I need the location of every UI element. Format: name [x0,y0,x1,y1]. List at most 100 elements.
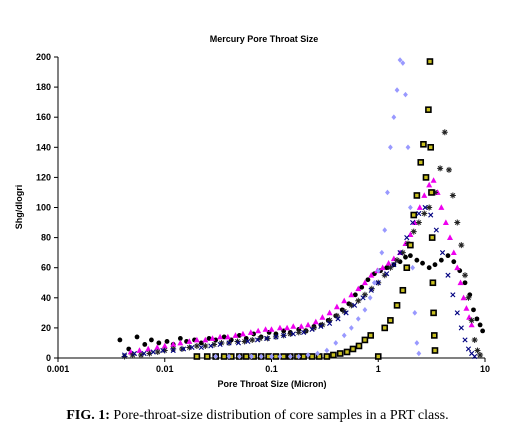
square-data-point [428,234,436,241]
x-data-point [397,250,403,256]
triangle-data-point [457,279,464,286]
triangle-data-point [355,285,362,292]
diamond-data-point [407,204,413,211]
circle-data-point [134,334,140,340]
circle-data-point [126,346,132,352]
x-data-point [335,316,341,322]
x-data-point [351,302,358,308]
square-data-point [374,353,382,360]
star-data-point [146,350,153,357]
square-data-point [425,106,432,113]
square-data-point [349,345,357,353]
circle-data-point [471,307,476,313]
x-data-point [343,310,349,316]
x-data-point [410,219,416,226]
diamond-data-point [277,353,283,360]
diamond-data-point [315,350,320,357]
triangle-data-point [247,329,254,335]
triangle-data-point [466,314,473,320]
triangle-data-point [319,314,326,320]
circle-data-point [462,280,468,286]
diamond-data-point [287,353,293,360]
star-data-point [477,351,484,358]
x-data-point [141,350,147,357]
triangle-data-point [450,249,457,256]
x-data-point [439,250,446,256]
diamond-data-point [324,347,330,354]
x-data-point [121,352,128,358]
triangle-data-point [209,335,216,341]
square-data-point [220,353,228,360]
square-data-point [426,58,434,65]
star-data-point [462,272,469,279]
star-data-point [186,344,193,351]
triangle-data-point [430,177,437,183]
x-data-point [433,227,439,233]
caption-label: FIG. 1: [66,408,110,423]
circle-data-point [177,336,183,341]
diamond-data-point [305,352,311,358]
star-data-point [249,336,256,343]
triangle-data-point [385,259,392,266]
triangle-data-point [442,219,449,225]
triangle-data-point [348,291,355,298]
star-data-point [399,249,406,256]
circle-data-point [156,340,162,346]
x-data-point [368,287,374,293]
triangle-data-point [454,264,461,271]
star-data-point [241,338,248,345]
x-ticks: 0.001 0.01 0.1 1 10 [47,358,490,374]
diamond-data-point [382,227,388,233]
diamond-data-point [403,91,408,98]
square-data-point [413,192,421,199]
star-data-point [211,341,218,348]
circle-data-point [426,265,432,271]
circle-data-point [432,262,438,268]
square-data-point [242,353,250,360]
x-data-point [445,272,451,278]
star-data-point [333,312,340,319]
star-data-point [287,330,294,337]
y-tick-label: 0 [46,353,51,363]
triangle-data-point [276,324,283,331]
x-data-point [462,337,468,343]
triangle-data-point [460,294,467,301]
x-data-point [318,323,324,329]
x-data-point [450,292,456,298]
square-data-point [361,336,369,344]
square-data-point [417,159,425,166]
star-data-point [387,264,394,271]
square-data-point [308,353,316,360]
y-axis-title: Shg/dlogri [14,185,24,230]
diamond-data-point [412,310,418,316]
circle-data-point [221,334,227,340]
star-data-point [295,329,302,336]
triangle-data-point [193,336,200,343]
triangle-data-point [202,336,209,343]
star-data-point [465,294,472,301]
triangle-data-point [177,339,184,346]
x-data-point [472,353,478,360]
diamond-data-point [391,114,397,120]
diamond-data-point [375,267,381,274]
diamond-data-point [379,249,385,256]
diamond-data-point [367,295,373,301]
circle-data-point [164,339,170,344]
x-tick-label: 1 [376,364,381,374]
x-data-point [254,337,261,343]
circle-data-point [142,342,148,347]
circle-data-point [480,328,486,334]
diamond-data-point [414,340,420,346]
triangle-data-point [224,333,231,340]
x-data-point [458,325,464,331]
star-data-point [421,210,428,217]
x-data-point [360,295,366,301]
star-data-point [441,129,448,136]
triangle-data-point [232,332,239,338]
x-axis-title: Pore Throat Size (Micron) [217,379,326,389]
figure-caption: FIG. 1: Pore-throat-size distribution of… [0,408,515,424]
square-data-point [429,279,437,287]
y-tick-label: 200 [36,52,51,62]
square-data-point [203,353,211,360]
triangle-data-point [154,344,161,350]
